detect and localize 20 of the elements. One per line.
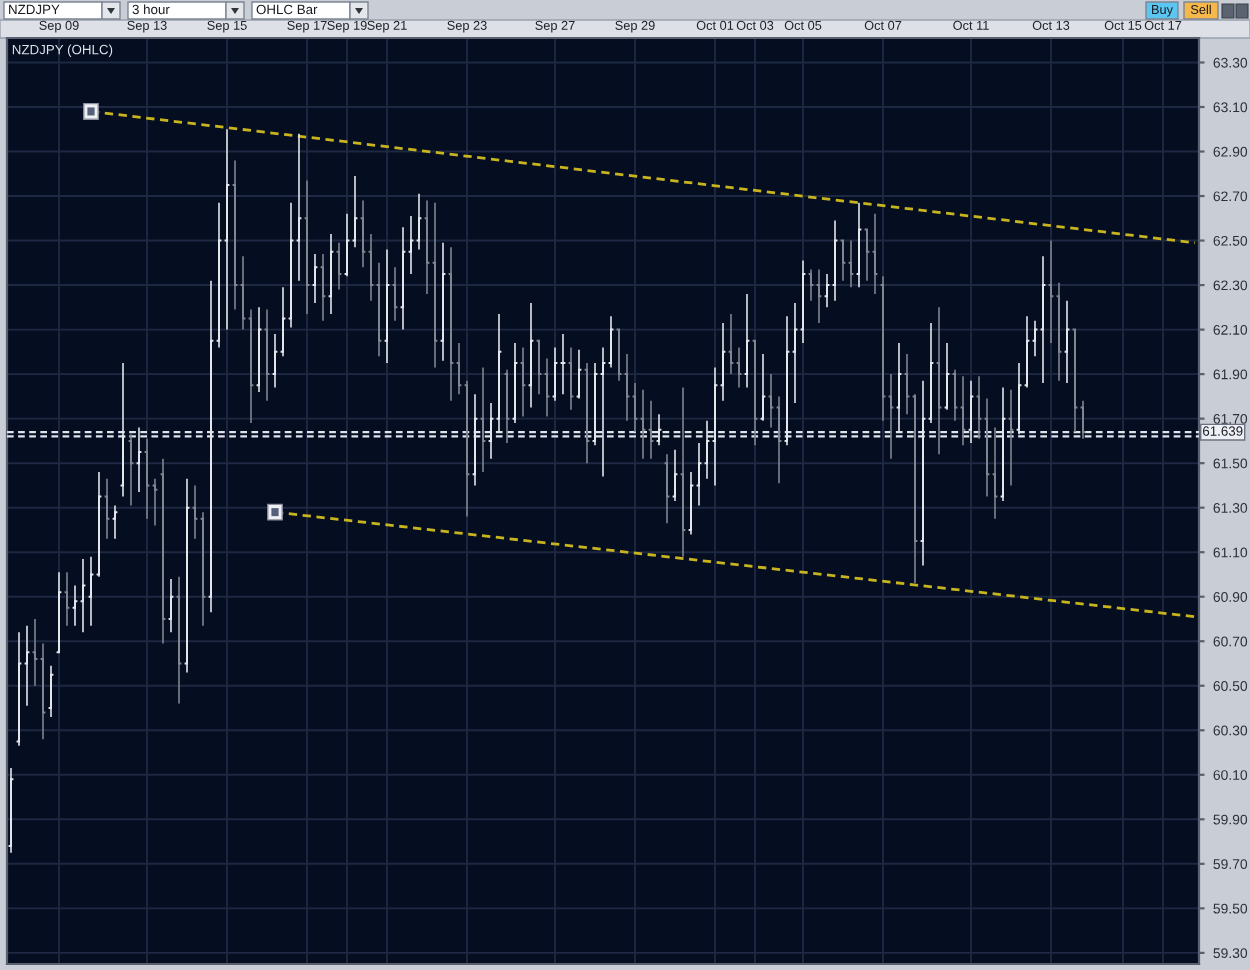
candlestick	[295, 133, 303, 281]
candlestick	[1007, 389, 1015, 486]
candlestick	[23, 625, 31, 706]
candlestick	[1047, 240, 1055, 343]
candlestick	[767, 374, 775, 428]
candlestick	[191, 485, 199, 539]
candlestick	[727, 314, 735, 375]
candlestick	[791, 302, 799, 404]
candlestick	[479, 367, 487, 473]
candlestick	[639, 389, 647, 459]
candlestick	[111, 505, 119, 539]
candlestick	[79, 558, 87, 633]
candlestick	[887, 374, 895, 459]
candlestick	[407, 216, 415, 274]
candlestick	[31, 618, 39, 686]
candlestick	[991, 427, 999, 519]
candlestick	[815, 269, 823, 323]
candlestick	[151, 478, 159, 526]
candlestick	[71, 585, 79, 626]
candlestick	[647, 400, 655, 459]
